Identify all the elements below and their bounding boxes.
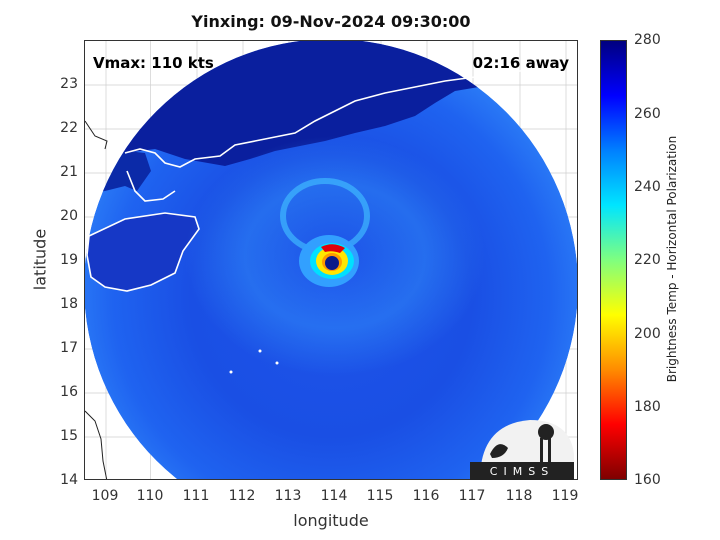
ytick-16: 16 [60, 384, 78, 400]
ytick-14: 14 [60, 472, 78, 488]
coastline-outside [85, 120, 108, 479]
swath-map [85, 41, 577, 479]
cbar-tick-220: 220 [634, 252, 661, 268]
ytick-23: 23 [60, 76, 78, 92]
xtick-116: 116 [412, 488, 440, 504]
colorbar-label: Brightness Temp - Horizontal Polarizatio… [665, 135, 679, 383]
cbar-tick-160: 160 [634, 472, 661, 488]
ytick-20: 20 [60, 208, 78, 224]
cbar-tick-200: 200 [634, 326, 661, 342]
ytick-21: 21 [60, 164, 78, 180]
time-away-label: 02:16 away [472, 54, 569, 72]
xtick-119: 119 [551, 488, 579, 504]
xtick-110: 110 [136, 488, 164, 504]
map-plot-area: Vmax: 110 kts 02:16 away [84, 40, 578, 480]
xtick-112: 112 [228, 488, 256, 504]
xtick-109: 109 [91, 488, 119, 504]
xtick-117: 117 [458, 488, 486, 504]
ytick-22: 22 [60, 120, 78, 136]
logo-text: CIMSS [490, 465, 554, 478]
y-axis-label: latitude [30, 228, 50, 291]
xtick-118: 118 [505, 488, 533, 504]
ytick-19: 19 [60, 252, 78, 268]
cbar-tick-240: 240 [634, 179, 661, 195]
small-islands [229, 349, 279, 374]
cbar-tick-280: 280 [634, 32, 661, 48]
vmax-label: Vmax: 110 kts [93, 54, 214, 72]
cimss-logo: CIMSS [470, 420, 574, 480]
ytick-17: 17 [60, 340, 78, 356]
cbar-tick-260: 260 [634, 106, 661, 122]
cbar-tick-180: 180 [634, 399, 661, 415]
xtick-113: 113 [274, 488, 302, 504]
xtick-115: 115 [366, 488, 394, 504]
map-title: Yinxing: 09-Nov-2024 09:30:00 [191, 12, 471, 31]
coastline-outline [86, 64, 566, 292]
colorbar [600, 40, 627, 480]
xtick-114: 114 [320, 488, 348, 504]
x-axis-label: longitude [293, 511, 369, 530]
ytick-18: 18 [60, 296, 78, 312]
ytick-15: 15 [60, 428, 78, 444]
xtick-111: 111 [182, 488, 210, 504]
